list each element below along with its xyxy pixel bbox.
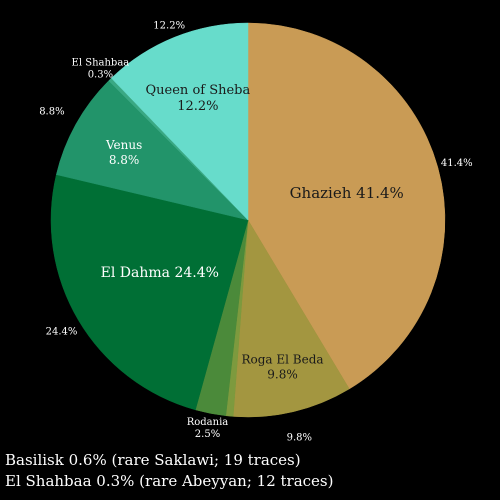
outer-value-roga-el-beda: 9.8% — [287, 433, 312, 444]
pie-slice-ghazieh — [247, 22, 446, 390]
outer-value-el-dahma: 24.4% — [46, 326, 78, 337]
pie-slice-venus — [55, 80, 249, 221]
outer-value-rodania: 2.5% — [195, 429, 220, 440]
pie-slice-el-dahma — [50, 174, 249, 411]
slice-label-el-dahma: El Dahma 24.4% — [101, 265, 219, 281]
slice-name-queen-of-sheba: Queen of Sheba — [146, 83, 251, 98]
slice-value-queen-of-sheba: 12.2% — [177, 99, 218, 114]
outer-name-rodania: Rodania — [187, 417, 229, 428]
pie-slice-roga-el-beda — [232, 219, 350, 418]
outer-value-queen-of-sheba: 12.2% — [153, 21, 185, 32]
slice-name-venus: Venus — [105, 138, 142, 152]
slice-label-ghazieh: Ghazieh 41.4% — [290, 184, 404, 202]
footnote-el-shahbaa: El Shahbaa 0.3% (rare Abeyyan; 12 traces… — [5, 472, 334, 490]
outer-value-el-shahbaa: 0.3% — [88, 70, 113, 81]
outer-name-el-shahbaa: El Shahbaa — [72, 58, 130, 69]
slice-value-roga-el-beda: 9.8% — [267, 368, 298, 382]
slice-value-venus: 8.8% — [109, 153, 140, 167]
footnote-basilisk: Basilisk 0.6% (rare Saklawi; 19 traces) — [5, 451, 301, 469]
outer-value-ghazieh: 41.4% — [441, 158, 473, 169]
pie-slice-queen-of-sheba — [110, 22, 249, 221]
outer-value-venus: 8.8% — [39, 107, 64, 118]
slice-name-roga-el-beda: Roga El Beda — [241, 353, 323, 367]
